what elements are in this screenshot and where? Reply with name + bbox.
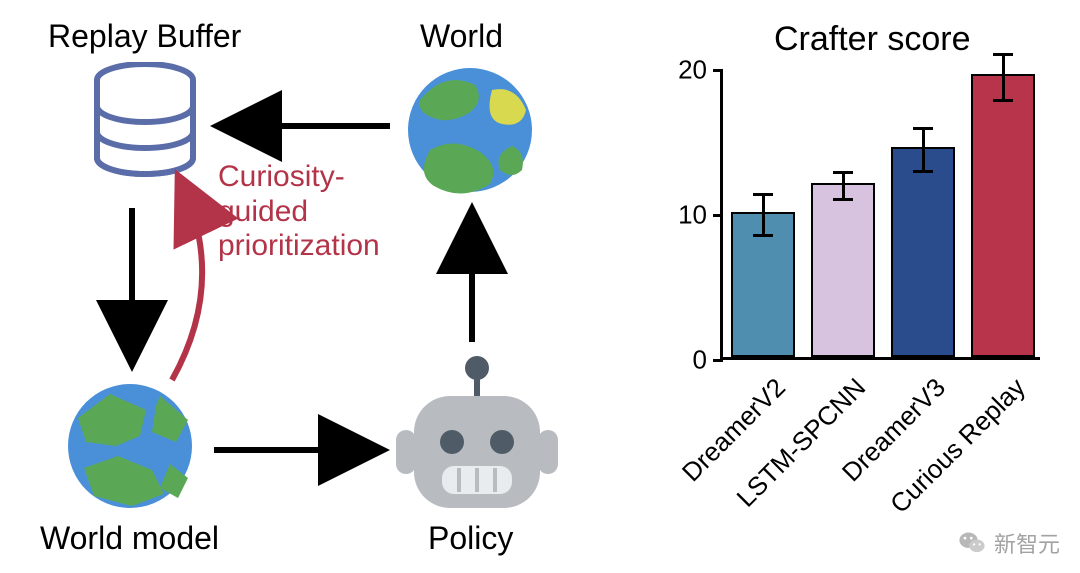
bar bbox=[891, 147, 955, 357]
error-bar bbox=[842, 173, 845, 199]
ytick: 10 bbox=[678, 200, 723, 231]
error-bar bbox=[1002, 54, 1005, 100]
chart-area: 01020 bbox=[720, 70, 1040, 360]
bar bbox=[971, 74, 1035, 357]
error-cap bbox=[753, 193, 773, 196]
error-cap bbox=[833, 171, 853, 174]
wechat-icon bbox=[958, 529, 986, 557]
error-cap bbox=[753, 234, 773, 237]
error-cap bbox=[993, 99, 1013, 102]
error-cap bbox=[913, 170, 933, 173]
error-bar bbox=[922, 128, 925, 172]
chart-panel: Crafter score 01020 DreamerV2LSTM-SPCNND… bbox=[600, 0, 1080, 573]
bar bbox=[811, 183, 875, 357]
watermark: 新智元 bbox=[958, 527, 1060, 559]
ytick: 0 bbox=[693, 345, 723, 376]
diagram-panel: Replay Buffer World World model Policy C… bbox=[0, 0, 600, 573]
error-cap bbox=[993, 53, 1013, 56]
error-bar bbox=[762, 195, 765, 236]
ytick: 20 bbox=[678, 55, 723, 86]
diagram-arrows bbox=[0, 0, 600, 573]
watermark-text: 新智元 bbox=[994, 527, 1060, 559]
chart-title: Crafter score bbox=[774, 20, 971, 59]
error-cap bbox=[833, 198, 853, 201]
error-cap bbox=[913, 127, 933, 130]
